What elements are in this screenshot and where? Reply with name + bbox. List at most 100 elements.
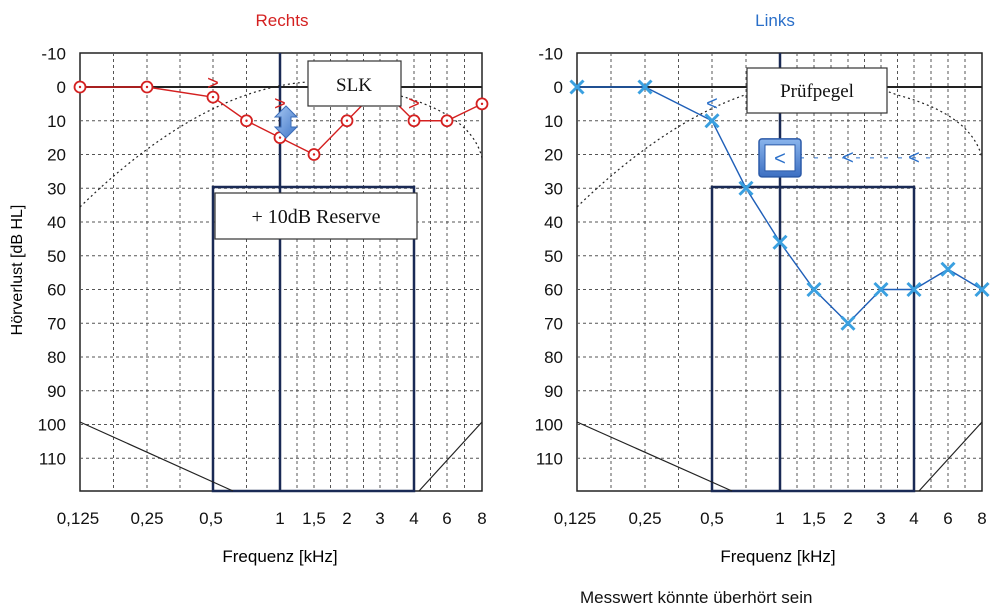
data-point-center <box>312 153 316 156</box>
x-tick-label: 0,25 <box>130 509 163 528</box>
annotation-text: + 10dB Reserve <box>251 206 380 228</box>
x-tick-label: 1,5 <box>802 509 826 528</box>
lower-right-diagonal <box>918 421 983 492</box>
data-point-center <box>78 85 82 89</box>
lower-left-diagonal <box>79 421 234 492</box>
y-tick-label: 90 <box>544 382 563 401</box>
annotation-reserve: + 10dB Reserve <box>214 192 418 240</box>
data-point-center <box>445 119 449 122</box>
y-tick-label: 20 <box>47 146 66 165</box>
annotation-box <box>214 192 418 240</box>
data-point-x <box>974 281 990 298</box>
y-tick-label: -10 <box>538 44 563 63</box>
y-tick-label: 110 <box>39 449 66 468</box>
y-tick-label: 70 <box>47 314 66 333</box>
x-tick-label: 0,125 <box>57 509 100 528</box>
data-point-x <box>637 79 653 95</box>
y-tick-label: 0 <box>57 78 66 97</box>
y-tick-label: 30 <box>544 179 563 198</box>
y-tick-label: 10 <box>544 112 563 131</box>
data-point-x <box>840 315 856 331</box>
x-tick-label: 8 <box>977 509 986 528</box>
y-tick-label: 10 <box>47 112 66 131</box>
x-tick-label: 0,5 <box>700 509 724 528</box>
plot-decorations-rechts <box>79 80 483 493</box>
data-point-x <box>906 281 922 298</box>
uncomfortable-level-curve <box>79 80 483 208</box>
data-point-x <box>738 180 754 196</box>
y-tick-label: 100 <box>38 416 66 435</box>
x-tick-label: 8 <box>477 509 486 528</box>
x-tick-label: 0,125 <box>554 509 597 528</box>
arrow-shape <box>273 105 299 139</box>
lower-left-diagonal <box>576 421 733 492</box>
annotation-pruefpegel: Prüfpegel <box>746 67 888 114</box>
symbol-mark: > <box>274 93 286 115</box>
data-point-center <box>211 95 215 99</box>
x-tick-label: 1 <box>275 509 284 528</box>
y-tick-label: 60 <box>544 281 563 300</box>
x-tick-label: 1,5 <box>302 509 326 528</box>
y-tick-label: 100 <box>535 416 563 435</box>
y-tick-label: 50 <box>47 247 66 266</box>
symbol-mark: > <box>408 93 420 115</box>
y-tick-label: 80 <box>544 348 563 367</box>
x-axis-label-rechts: Frequenz [kHz] <box>222 547 337 566</box>
data-point-center <box>145 85 149 89</box>
audiogram-rechts: Rechts Hörverlust [dB HL] -10 0 10 20 30 40 50… <box>9 11 489 566</box>
y-tick-label: 60 <box>47 281 66 300</box>
y-tick-label: -10 <box>41 44 66 63</box>
annotations-links: << <Prüfpegel< <box>706 67 940 178</box>
data-point-center <box>278 136 282 139</box>
series-links <box>569 79 990 331</box>
y-axis-label: Hörverlust [dB HL] <box>9 205 26 336</box>
data-point-center <box>345 119 349 122</box>
y-tick-label: 80 <box>47 348 66 367</box>
y-tick-label: 110 <box>536 449 563 468</box>
data-point-x <box>806 281 822 298</box>
lower-right-diagonal <box>418 421 483 492</box>
footer-note: Messwert könnte überhört sein <box>580 588 813 607</box>
updown-arrow-icon <box>273 105 299 139</box>
annotations-rechts: > > > SLK + 10dB Reserve <box>207 60 420 240</box>
data-point-x <box>569 79 585 95</box>
data-point-x <box>772 234 788 250</box>
annotation-slk: SLK <box>307 60 402 107</box>
y-tick-label: 30 <box>47 179 66 198</box>
y-tick-label: 0 <box>554 78 563 97</box>
x-tick-label: 1 <box>775 509 784 528</box>
data-point-center <box>480 102 484 106</box>
data-point-x <box>873 281 889 298</box>
grid-links <box>576 52 983 492</box>
ticks-links: -10 0 10 20 30 40 50 60 70 80 90 100 110 0,125 0,25 0,5… <box>535 44 987 528</box>
highlight-inner <box>764 144 796 172</box>
annotation-box <box>307 60 402 107</box>
y-tick-label: 40 <box>544 213 563 232</box>
annotation-text: SLK <box>336 75 372 96</box>
symbol-mark: < <box>842 147 854 169</box>
y-tick-label: 70 <box>544 314 563 333</box>
highlight-symbol: < <box>758 138 802 178</box>
annotation-text: Prüfpegel <box>780 81 854 102</box>
x-tick-label: 3 <box>876 509 885 528</box>
chart-title-links: Links <box>755 11 795 30</box>
x-axis-label-links: Frequenz [kHz] <box>720 547 835 566</box>
data-point-x <box>940 261 956 277</box>
y-tick-label: 90 <box>47 382 66 401</box>
x-tick-label: 2 <box>843 509 852 528</box>
x-tick-label: 6 <box>943 509 952 528</box>
symbol-mark: < <box>706 93 718 115</box>
x-tick-label: 2 <box>342 509 351 528</box>
y-tick-label: 50 <box>544 247 563 266</box>
y-tick-label: 20 <box>544 146 563 165</box>
x-tick-label: 0,25 <box>628 509 661 528</box>
ticks-rechts: -10 0 10 20 30 40 50 60 70 80 90 100 110 0,125 0,25 0,5… <box>38 44 487 528</box>
x-tick-label: 3 <box>375 509 384 528</box>
data-point-center <box>412 119 416 122</box>
data-point-x <box>704 113 720 129</box>
highlight-text: < <box>774 148 786 170</box>
data-point-center <box>245 119 248 122</box>
x-tick-label: 4 <box>909 509 918 528</box>
audiogram-links: Links -10 0 10 20 30 40 50 60 70 80 90 100 110 0,125 0… <box>535 11 990 566</box>
